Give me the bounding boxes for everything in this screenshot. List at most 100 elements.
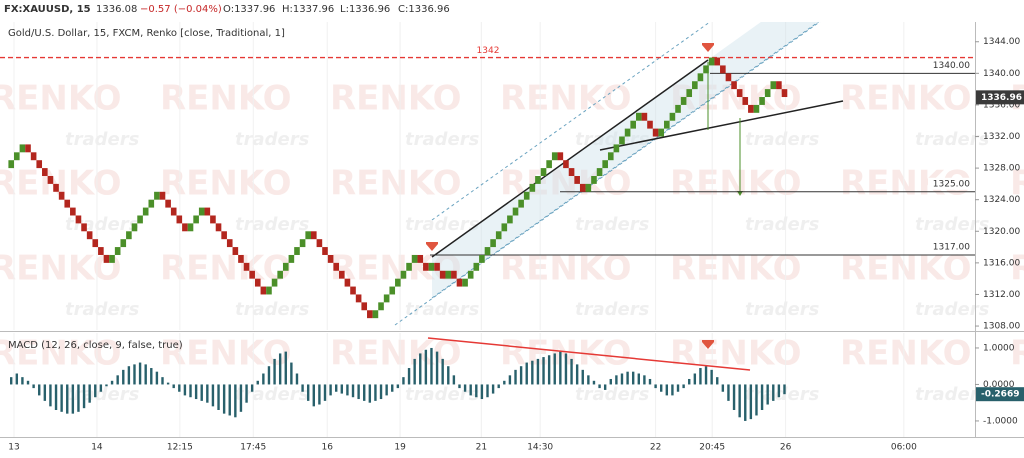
histogram-bar — [452, 375, 456, 385]
renko-brick — [776, 81, 782, 90]
renko-brick — [434, 262, 440, 271]
watermark-brand: RENKO — [0, 249, 122, 289]
histogram-bar — [150, 368, 153, 385]
renko-brick — [708, 57, 715, 66]
histogram-bar — [598, 384, 601, 389]
histogram-bar — [183, 384, 187, 396]
histogram-bar — [587, 375, 590, 385]
histogram-bar — [340, 384, 344, 394]
histogram-bar — [693, 373, 697, 385]
watermark-brand: RENKO — [330, 79, 462, 119]
renko-brick — [47, 176, 54, 184]
renko-brick — [327, 254, 334, 263]
renko-brick — [406, 262, 412, 271]
renko-brick — [579, 183, 586, 192]
histogram-bar — [329, 384, 332, 396]
watermark-sub: traders — [575, 384, 650, 405]
renko-brick — [322, 247, 328, 255]
y-tick-label: 1308.00 — [983, 322, 1020, 332]
histogram-bar — [234, 384, 237, 418]
x-tick-label: 20:45 — [699, 443, 725, 453]
histogram-bar — [374, 384, 377, 401]
histogram-bar — [222, 384, 226, 414]
histogram-bar — [536, 358, 540, 385]
renko-brick — [148, 199, 155, 208]
levels: 1342 1340.00 1325.00 1317.00 — [0, 46, 975, 256]
renko-brick — [602, 160, 608, 169]
y-tick-label: -1.0000 — [983, 416, 1018, 426]
y-tick-label: 1312.00 — [983, 290, 1020, 300]
renko-brick — [490, 239, 496, 248]
histogram-bar — [144, 364, 147, 385]
renko-brick — [221, 231, 227, 240]
y-tick-label: 1340.00 — [983, 69, 1020, 79]
watermark-brand: RENKO — [0, 334, 122, 374]
histogram-bar — [575, 364, 579, 385]
renko-brick — [339, 270, 345, 279]
renko-brick — [310, 231, 317, 240]
renko-brick — [731, 81, 737, 90]
renko-brick — [400, 270, 407, 279]
histogram-bar — [413, 358, 416, 385]
renko-brick — [344, 278, 351, 287]
histogram-bar — [10, 377, 13, 385]
drawings — [394, 22, 844, 326]
renko-brick — [395, 278, 401, 287]
histogram-bar — [665, 384, 669, 396]
watermark-sub: traders — [235, 299, 310, 320]
histogram-bar — [99, 384, 103, 392]
renko-brick — [445, 270, 452, 279]
histogram-bar — [463, 384, 467, 392]
histogram-bar — [357, 384, 360, 400]
renko-brick — [619, 136, 625, 145]
renko-brick — [299, 239, 306, 248]
histogram-bar — [654, 384, 657, 389]
histogram-bar — [643, 375, 646, 385]
x-tick-label: 26 — [780, 443, 792, 453]
histogram-bar — [189, 384, 192, 398]
watermark-sub: traders — [65, 299, 140, 320]
macd-histogram — [10, 347, 786, 421]
histogram-bar — [71, 384, 75, 414]
y-tick-label: 1344.00 — [983, 37, 1020, 47]
histogram-bar — [133, 364, 136, 385]
chart-title: Gold/U.S. Dollar, 15, FXCM, Renko [close… — [8, 28, 285, 39]
watermark-brand: RENKO — [1010, 334, 1024, 374]
renko-brick — [131, 223, 138, 232]
histogram-bar — [581, 369, 584, 385]
x-tick-label: 17:45 — [240, 443, 266, 453]
renko-brick — [266, 286, 272, 295]
last-price-label: 1336.96 — [981, 93, 1022, 103]
renko-brick — [451, 270, 457, 279]
renko-brick — [585, 183, 592, 192]
renko-brick — [574, 176, 580, 184]
watermark-brand: RENKO — [840, 79, 972, 119]
histogram-bar — [407, 368, 411, 385]
renko-brick — [624, 128, 631, 137]
histogram-bar — [318, 384, 321, 405]
histogram-bar — [110, 380, 114, 385]
renko-brick — [30, 152, 37, 161]
renko-brick — [361, 302, 368, 311]
ohlc-high: H:1337.96 — [282, 4, 334, 15]
renko-brick — [479, 254, 485, 263]
renko-brick — [546, 160, 552, 169]
histogram-bar — [49, 384, 52, 407]
level-label: 1342 — [477, 46, 500, 56]
histogram-bar — [553, 353, 556, 385]
header: FX:XAUUSD, 15 1336.08 −0.57 (−0.04%) O:1… — [4, 4, 450, 15]
watermark-brand: RENKO — [1010, 249, 1024, 289]
histogram-bar — [486, 384, 489, 398]
renko-brick — [764, 89, 771, 98]
histogram-bar — [66, 384, 69, 414]
renko-brick — [725, 73, 732, 82]
histogram-bar — [54, 384, 58, 410]
watermark-sub: traders — [575, 129, 650, 150]
histogram-bar — [239, 384, 243, 412]
renko-brick — [232, 247, 239, 255]
renko-brick — [759, 97, 765, 105]
x-tick-label: 13 — [8, 443, 19, 453]
histogram-bar — [514, 369, 517, 385]
watermark-sub: traders — [405, 214, 480, 235]
renko-brick — [473, 262, 480, 271]
